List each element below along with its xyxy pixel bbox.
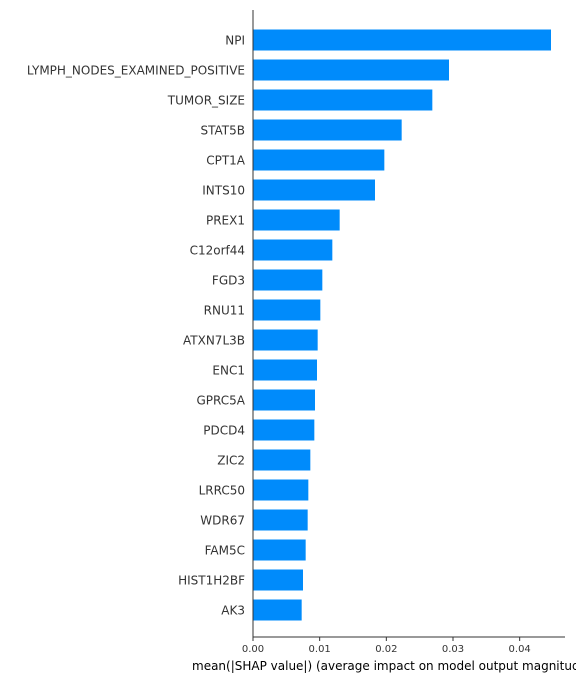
category-label: HIST1H2BF bbox=[178, 574, 245, 588]
bar-gprc5a bbox=[253, 389, 315, 411]
bar-zic2 bbox=[253, 449, 311, 471]
bar-ints10 bbox=[253, 179, 375, 201]
category-label: INTS10 bbox=[202, 184, 245, 198]
bar-npi bbox=[253, 29, 551, 51]
bar-lymph-nodes-examined-positive bbox=[253, 59, 449, 81]
category-label: NPI bbox=[225, 34, 245, 48]
category-label: GPRC5A bbox=[197, 394, 246, 408]
bar-c12orf44 bbox=[253, 239, 333, 261]
x-ticks: 0.00 0.01 0.02 0.03 0.04 bbox=[242, 637, 531, 655]
bar-wdr67 bbox=[253, 509, 308, 531]
category-label: STAT5B bbox=[201, 124, 246, 138]
bar-fgd3 bbox=[253, 269, 323, 291]
bar-enc1 bbox=[253, 359, 317, 381]
category-label: RNU11 bbox=[204, 304, 245, 318]
bar-prex1 bbox=[253, 209, 340, 231]
x-tick-label: 0.01 bbox=[309, 644, 331, 655]
category-label: AK3 bbox=[221, 604, 245, 618]
x-tick-label: 0.04 bbox=[509, 644, 531, 655]
bar-stat5b bbox=[253, 119, 402, 141]
x-axis-title: mean(|SHAP value|) (average impact on mo… bbox=[192, 659, 576, 673]
bars bbox=[253, 29, 551, 621]
category-label: ENC1 bbox=[212, 364, 245, 378]
category-label: FGD3 bbox=[212, 274, 245, 288]
category-label: CPT1A bbox=[206, 154, 246, 168]
category-label: WDR67 bbox=[200, 514, 245, 528]
category-label: TUMOR_SIZE bbox=[167, 94, 245, 108]
category-label: FAM5C bbox=[205, 544, 245, 558]
x-tick-label: 0.02 bbox=[375, 644, 397, 655]
bar-atxn7l3b bbox=[253, 329, 318, 351]
bar-fam5c bbox=[253, 539, 306, 561]
category-label: LYMPH_NODES_EXAMINED_POSITIVE bbox=[27, 64, 245, 78]
category-label: PDCD4 bbox=[203, 424, 245, 438]
category-labels: NPI LYMPH_NODES_EXAMINED_POSITIVE TUMOR_SI… bbox=[27, 34, 246, 618]
bar-pdcd4 bbox=[253, 419, 315, 441]
bar-rnu11 bbox=[253, 299, 321, 321]
bar-tumor-size bbox=[253, 89, 433, 111]
category-label: ZIC2 bbox=[217, 454, 245, 468]
x-tick-label: 0.03 bbox=[442, 644, 464, 655]
bar-hist1h2bf bbox=[253, 569, 303, 591]
x-tick-label: 0.00 bbox=[242, 644, 264, 655]
category-label: LRRC50 bbox=[199, 484, 245, 498]
category-label: PREX1 bbox=[206, 214, 245, 228]
category-label: C12orf44 bbox=[190, 244, 245, 258]
bar-cpt1a bbox=[253, 149, 385, 171]
bar-lrrc50 bbox=[253, 479, 309, 501]
category-label: ATXN7L3B bbox=[183, 334, 245, 348]
bar-ak3 bbox=[253, 599, 302, 621]
